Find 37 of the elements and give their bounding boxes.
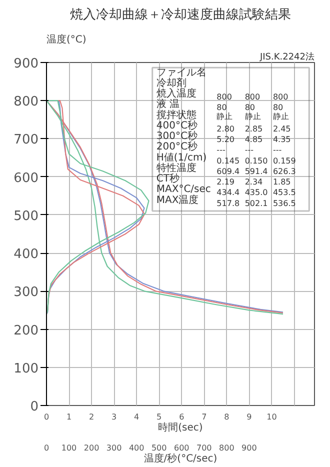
x2-tick-label: 700 [196, 444, 212, 452]
x2-tick-label: 300 [106, 444, 122, 452]
y-tick-label: 200 [14, 323, 39, 338]
x2-axis-title: 温度/秒(°C/sec) [144, 452, 218, 464]
x-tick-label: 7 [202, 412, 207, 422]
x-tick-label: 10 [266, 412, 277, 422]
x2-tick-label: 400 [128, 444, 144, 452]
x-tick-label: 2 [88, 412, 94, 422]
y-tick-label: 300 [14, 285, 39, 300]
x-tick-label: 8 [224, 412, 230, 422]
x2-tick-label: 0 [44, 444, 50, 452]
x2-tick-label: 100 [61, 444, 77, 452]
chart-title: 焼入冷却曲線＋冷却速度曲線試験結果 [70, 6, 291, 22]
x-tick-label: 1 [66, 412, 72, 422]
x2-tick-label: 200 [84, 444, 100, 452]
x2-tick-label: 900 [242, 444, 257, 452]
y-tick-label: 600 [14, 170, 39, 186]
annotation: 冷却剤 [156, 76, 186, 89]
annotation: ファイル名 [156, 66, 206, 78]
x2-tick-label: 800 [219, 444, 234, 452]
y-tick-label: 100 [14, 361, 39, 376]
y-tick-label: 800 [14, 94, 39, 110]
x-tick-label: 4 [134, 412, 140, 422]
x2-tick-label: 500 [151, 444, 167, 452]
x-tick-label: 9 [246, 412, 252, 422]
x2-tick-label: 600 [174, 444, 190, 452]
y-tick-label: 900 [14, 56, 39, 72]
y-axis-title: 温度(°C) [46, 34, 86, 46]
x-tick-label: 0 [44, 412, 50, 422]
y-tick-label: 400 [14, 247, 39, 262]
x-tick-label: 6 [179, 412, 184, 422]
x-tick-label: 3 [112, 412, 117, 422]
annotation: JIS.K.2242法 [258, 52, 315, 62]
y-tick-label: 700 [14, 132, 39, 148]
x-axis-title: 時間(sec) [158, 422, 203, 434]
y-tick-label: 500 [14, 208, 39, 224]
x-tick-label: 5 [156, 412, 162, 422]
